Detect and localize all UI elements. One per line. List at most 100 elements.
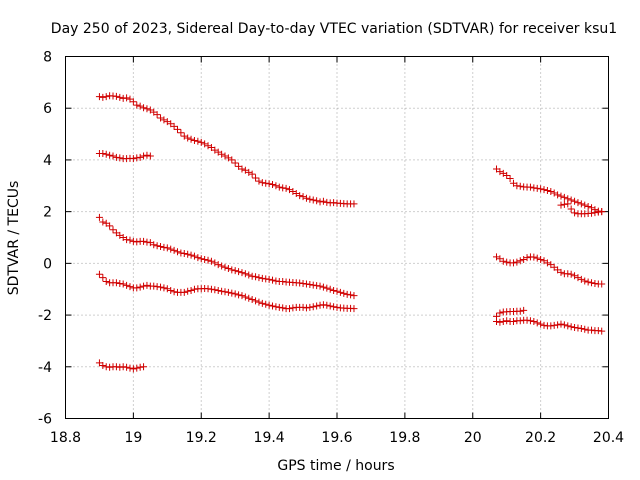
series-track-4 (95, 270, 358, 313)
data-point (567, 323, 575, 331)
data-point (218, 262, 226, 270)
data-point (265, 301, 273, 309)
data-point (313, 302, 321, 310)
data-point (102, 150, 110, 158)
data-point (190, 137, 198, 145)
data-point (496, 318, 504, 326)
data-point (95, 93, 103, 101)
data-point (153, 111, 161, 119)
data-point (194, 137, 202, 145)
data-point (201, 255, 209, 263)
data-point (272, 277, 280, 285)
data-point (228, 156, 236, 164)
data-point (309, 303, 317, 311)
data-point (567, 205, 575, 213)
data-point (221, 288, 229, 296)
x-tick-label: 19 (124, 430, 142, 446)
data-point (571, 197, 579, 205)
data-point (282, 184, 290, 192)
data-point (333, 303, 341, 311)
data-point (197, 255, 205, 263)
data-point (218, 287, 226, 295)
data-point (323, 301, 331, 309)
data-point (506, 175, 514, 183)
data-point (221, 152, 229, 160)
data-point (133, 238, 141, 246)
x-tick-label: 19.4 (254, 430, 285, 446)
data-point (231, 159, 239, 167)
data-point (106, 222, 114, 230)
data-point (224, 265, 232, 273)
y-tick-label: 0 (43, 256, 52, 272)
data-point (214, 287, 222, 295)
data-point (269, 180, 277, 188)
data-point (102, 93, 110, 101)
x-tick-label: 19.8 (389, 430, 420, 446)
y-tick-label: 6 (43, 101, 52, 117)
data-point (557, 268, 565, 276)
data-point (598, 327, 606, 335)
data-point (231, 267, 239, 275)
data-point (543, 259, 551, 267)
data-point (167, 287, 175, 295)
data-point (187, 135, 195, 143)
data-point (180, 288, 188, 296)
data-point (516, 257, 524, 265)
data-point (238, 165, 246, 173)
data-point (252, 174, 260, 182)
data-point (129, 365, 137, 373)
data-point (574, 274, 582, 282)
data-point (564, 270, 572, 278)
data-point (133, 154, 141, 162)
data-point (99, 361, 107, 369)
data-point (584, 202, 592, 210)
y-tick-label: -6 (38, 412, 52, 428)
data-point (126, 364, 134, 372)
series-track-8 (493, 253, 606, 288)
data-point (231, 290, 239, 298)
data-point (248, 296, 256, 304)
data-point (204, 256, 212, 264)
data-point (550, 321, 558, 329)
data-point (255, 298, 263, 306)
data-point (577, 200, 585, 208)
data-point (509, 318, 517, 326)
data-point (279, 277, 287, 285)
data-point (581, 325, 589, 333)
data-point (204, 285, 212, 293)
data-point (571, 209, 579, 217)
data-point (187, 287, 195, 295)
data-point (285, 305, 293, 313)
data-point (235, 268, 243, 276)
data-point (136, 153, 144, 161)
data-point (326, 302, 334, 310)
data-point (245, 168, 253, 176)
data-point (133, 101, 141, 109)
data-point (275, 303, 283, 311)
data-point (163, 285, 171, 293)
data-point (299, 303, 307, 311)
data-point (221, 263, 229, 271)
data-point (184, 250, 192, 258)
data-point (170, 288, 178, 296)
x-tick-labels: 18.8 19 19.2 19.4 19.6 19.8 20 20.2 20.4 (50, 430, 624, 446)
data-point (272, 303, 280, 311)
data-point (258, 299, 266, 307)
data-point (279, 184, 287, 192)
data-point (99, 274, 107, 282)
data-point (496, 309, 504, 317)
series-track-9 (493, 306, 528, 320)
data-point (241, 293, 249, 301)
data-point (167, 245, 175, 253)
data-point (133, 284, 141, 292)
data-point (197, 138, 205, 146)
data-point (272, 182, 280, 190)
data-point (571, 323, 579, 331)
data-point (190, 252, 198, 260)
data-point (160, 243, 168, 251)
data-point (245, 271, 253, 279)
data-point (143, 238, 151, 246)
data-point (302, 194, 310, 202)
data-point (598, 280, 606, 288)
data-point (533, 254, 541, 262)
